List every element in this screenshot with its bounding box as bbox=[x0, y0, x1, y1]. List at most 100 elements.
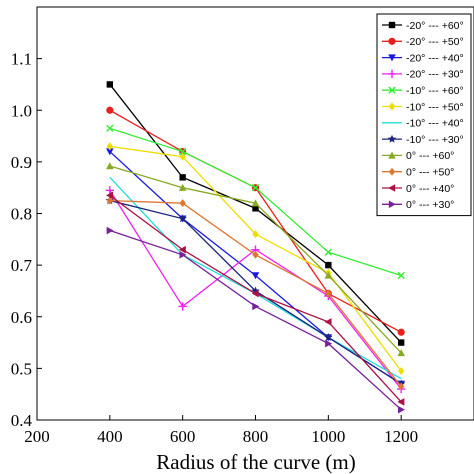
legend-marker bbox=[387, 134, 397, 143]
data-point bbox=[325, 289, 332, 298]
data-point bbox=[324, 333, 333, 341]
data-point bbox=[178, 302, 187, 311]
legend-marker bbox=[388, 151, 396, 159]
data-point bbox=[178, 183, 187, 191]
data-point bbox=[325, 261, 332, 269]
legend-label: -10° --- +40° bbox=[406, 118, 464, 130]
data-point bbox=[178, 245, 186, 254]
series-10 bbox=[106, 196, 405, 391]
legend-marker bbox=[387, 69, 397, 79]
legend-marker bbox=[388, 167, 396, 176]
x-tick-label: 1200 bbox=[384, 427, 418, 446]
data-point bbox=[397, 366, 405, 375]
series-11 bbox=[106, 191, 405, 406]
data-point bbox=[106, 191, 114, 200]
data-point bbox=[397, 349, 405, 357]
data-point bbox=[179, 152, 186, 161]
legend-marker bbox=[388, 37, 396, 45]
x-tick-label: 200 bbox=[24, 427, 50, 446]
legend-box bbox=[376, 13, 472, 217]
data-point bbox=[106, 196, 114, 205]
legend-entry: -20° --- +30° bbox=[382, 69, 464, 81]
data-point bbox=[106, 142, 114, 151]
data-point bbox=[106, 124, 114, 133]
legend-label: 0° --- +50° bbox=[406, 167, 454, 179]
data-point bbox=[106, 148, 114, 156]
x-axis-title: Radius of the curve (m) bbox=[156, 450, 355, 474]
y-tick-label: 0.9 bbox=[11, 153, 32, 172]
data-point bbox=[178, 214, 187, 223]
legend-label: -20° --- +40° bbox=[406, 52, 464, 64]
data-point bbox=[106, 81, 114, 88]
series-layer bbox=[105, 81, 406, 414]
data-point bbox=[106, 162, 114, 170]
data-point bbox=[251, 289, 259, 298]
legend-entry: 0° --- +40° bbox=[382, 183, 454, 195]
y-tick-label: 0.6 bbox=[11, 308, 32, 327]
legend-marker bbox=[388, 54, 396, 62]
data-point bbox=[106, 226, 114, 235]
data-point bbox=[397, 328, 405, 336]
data-point bbox=[252, 230, 259, 239]
legend-entry: -20° --- +40° bbox=[382, 52, 464, 64]
legend-label: 0° --- +30° bbox=[406, 199, 454, 211]
data-point bbox=[252, 205, 259, 212]
data-point bbox=[179, 174, 186, 181]
data-point bbox=[179, 199, 186, 208]
y-tick-label: 1.0 bbox=[11, 101, 32, 120]
data-point bbox=[251, 183, 260, 192]
data-point bbox=[397, 271, 405, 280]
data-point bbox=[179, 251, 187, 259]
legend-entry: 0° --- +50° bbox=[382, 167, 454, 179]
legend-marker bbox=[388, 86, 396, 94]
data-point bbox=[252, 302, 260, 311]
legend-label: -10° --- +50° bbox=[406, 101, 464, 113]
legend-entry: -10° --- +50° bbox=[382, 101, 464, 113]
data-point bbox=[397, 339, 405, 346]
x-tick-label: 400 bbox=[97, 427, 123, 446]
data-point bbox=[324, 318, 332, 326]
series-5 bbox=[106, 124, 405, 280]
series-12 bbox=[106, 226, 405, 414]
series-4 bbox=[105, 186, 406, 394]
data-point bbox=[252, 250, 259, 259]
legend-marker bbox=[388, 200, 396, 209]
legend-label: -20° --- +60° bbox=[406, 20, 464, 32]
data-point bbox=[325, 339, 333, 348]
legend-entry: -20° --- +50° bbox=[382, 36, 464, 48]
data-point bbox=[178, 147, 187, 156]
data-point bbox=[324, 248, 333, 256]
legend-marker bbox=[388, 21, 396, 29]
legend-entry: 0° --- +30° bbox=[382, 199, 454, 211]
series-9 bbox=[106, 162, 405, 357]
legend-marker bbox=[388, 184, 396, 192]
y-tick-label: 1.1 bbox=[11, 50, 32, 69]
legend-label: -20° --- +50° bbox=[406, 36, 464, 48]
legend-entry: -20° --- +60° bbox=[382, 20, 464, 32]
data-point bbox=[324, 271, 333, 279]
legend-marker bbox=[388, 102, 396, 111]
legend-entry: -10° --- +30° bbox=[382, 134, 464, 146]
data-point bbox=[251, 199, 260, 207]
legend-entry: -10° --- +60° bbox=[382, 85, 464, 97]
legend-label: -10° --- +30° bbox=[406, 134, 464, 146]
series-1 bbox=[106, 81, 405, 346]
legend-entry: 0° --- +60° bbox=[382, 150, 454, 162]
legend-label: 0° --- +40° bbox=[406, 183, 454, 195]
data-point bbox=[106, 106, 114, 114]
x-tick-label: 600 bbox=[170, 427, 196, 446]
legend-label: -20° --- +30° bbox=[406, 69, 464, 81]
data-point bbox=[251, 272, 260, 280]
y-tick-label: 0.8 bbox=[11, 205, 32, 224]
axis-ticks: 200 400 600 800 1000 1200 0.4 0.5 0.6 0.7 0.8 0.9 1.… bbox=[11, 50, 418, 446]
x-tick-label: 1000 bbox=[311, 427, 345, 446]
data-point bbox=[397, 382, 405, 391]
y-tick-label: 0.5 bbox=[11, 359, 32, 378]
legend-label: -10° --- +60° bbox=[406, 85, 464, 97]
y-tick-label: 0.7 bbox=[11, 256, 33, 275]
data-point bbox=[397, 405, 405, 414]
legend-label: 0° --- +60° bbox=[406, 150, 454, 162]
legend-entry: -10° --- +40° bbox=[382, 118, 464, 130]
y-tick-label: 0.4 bbox=[11, 411, 33, 430]
